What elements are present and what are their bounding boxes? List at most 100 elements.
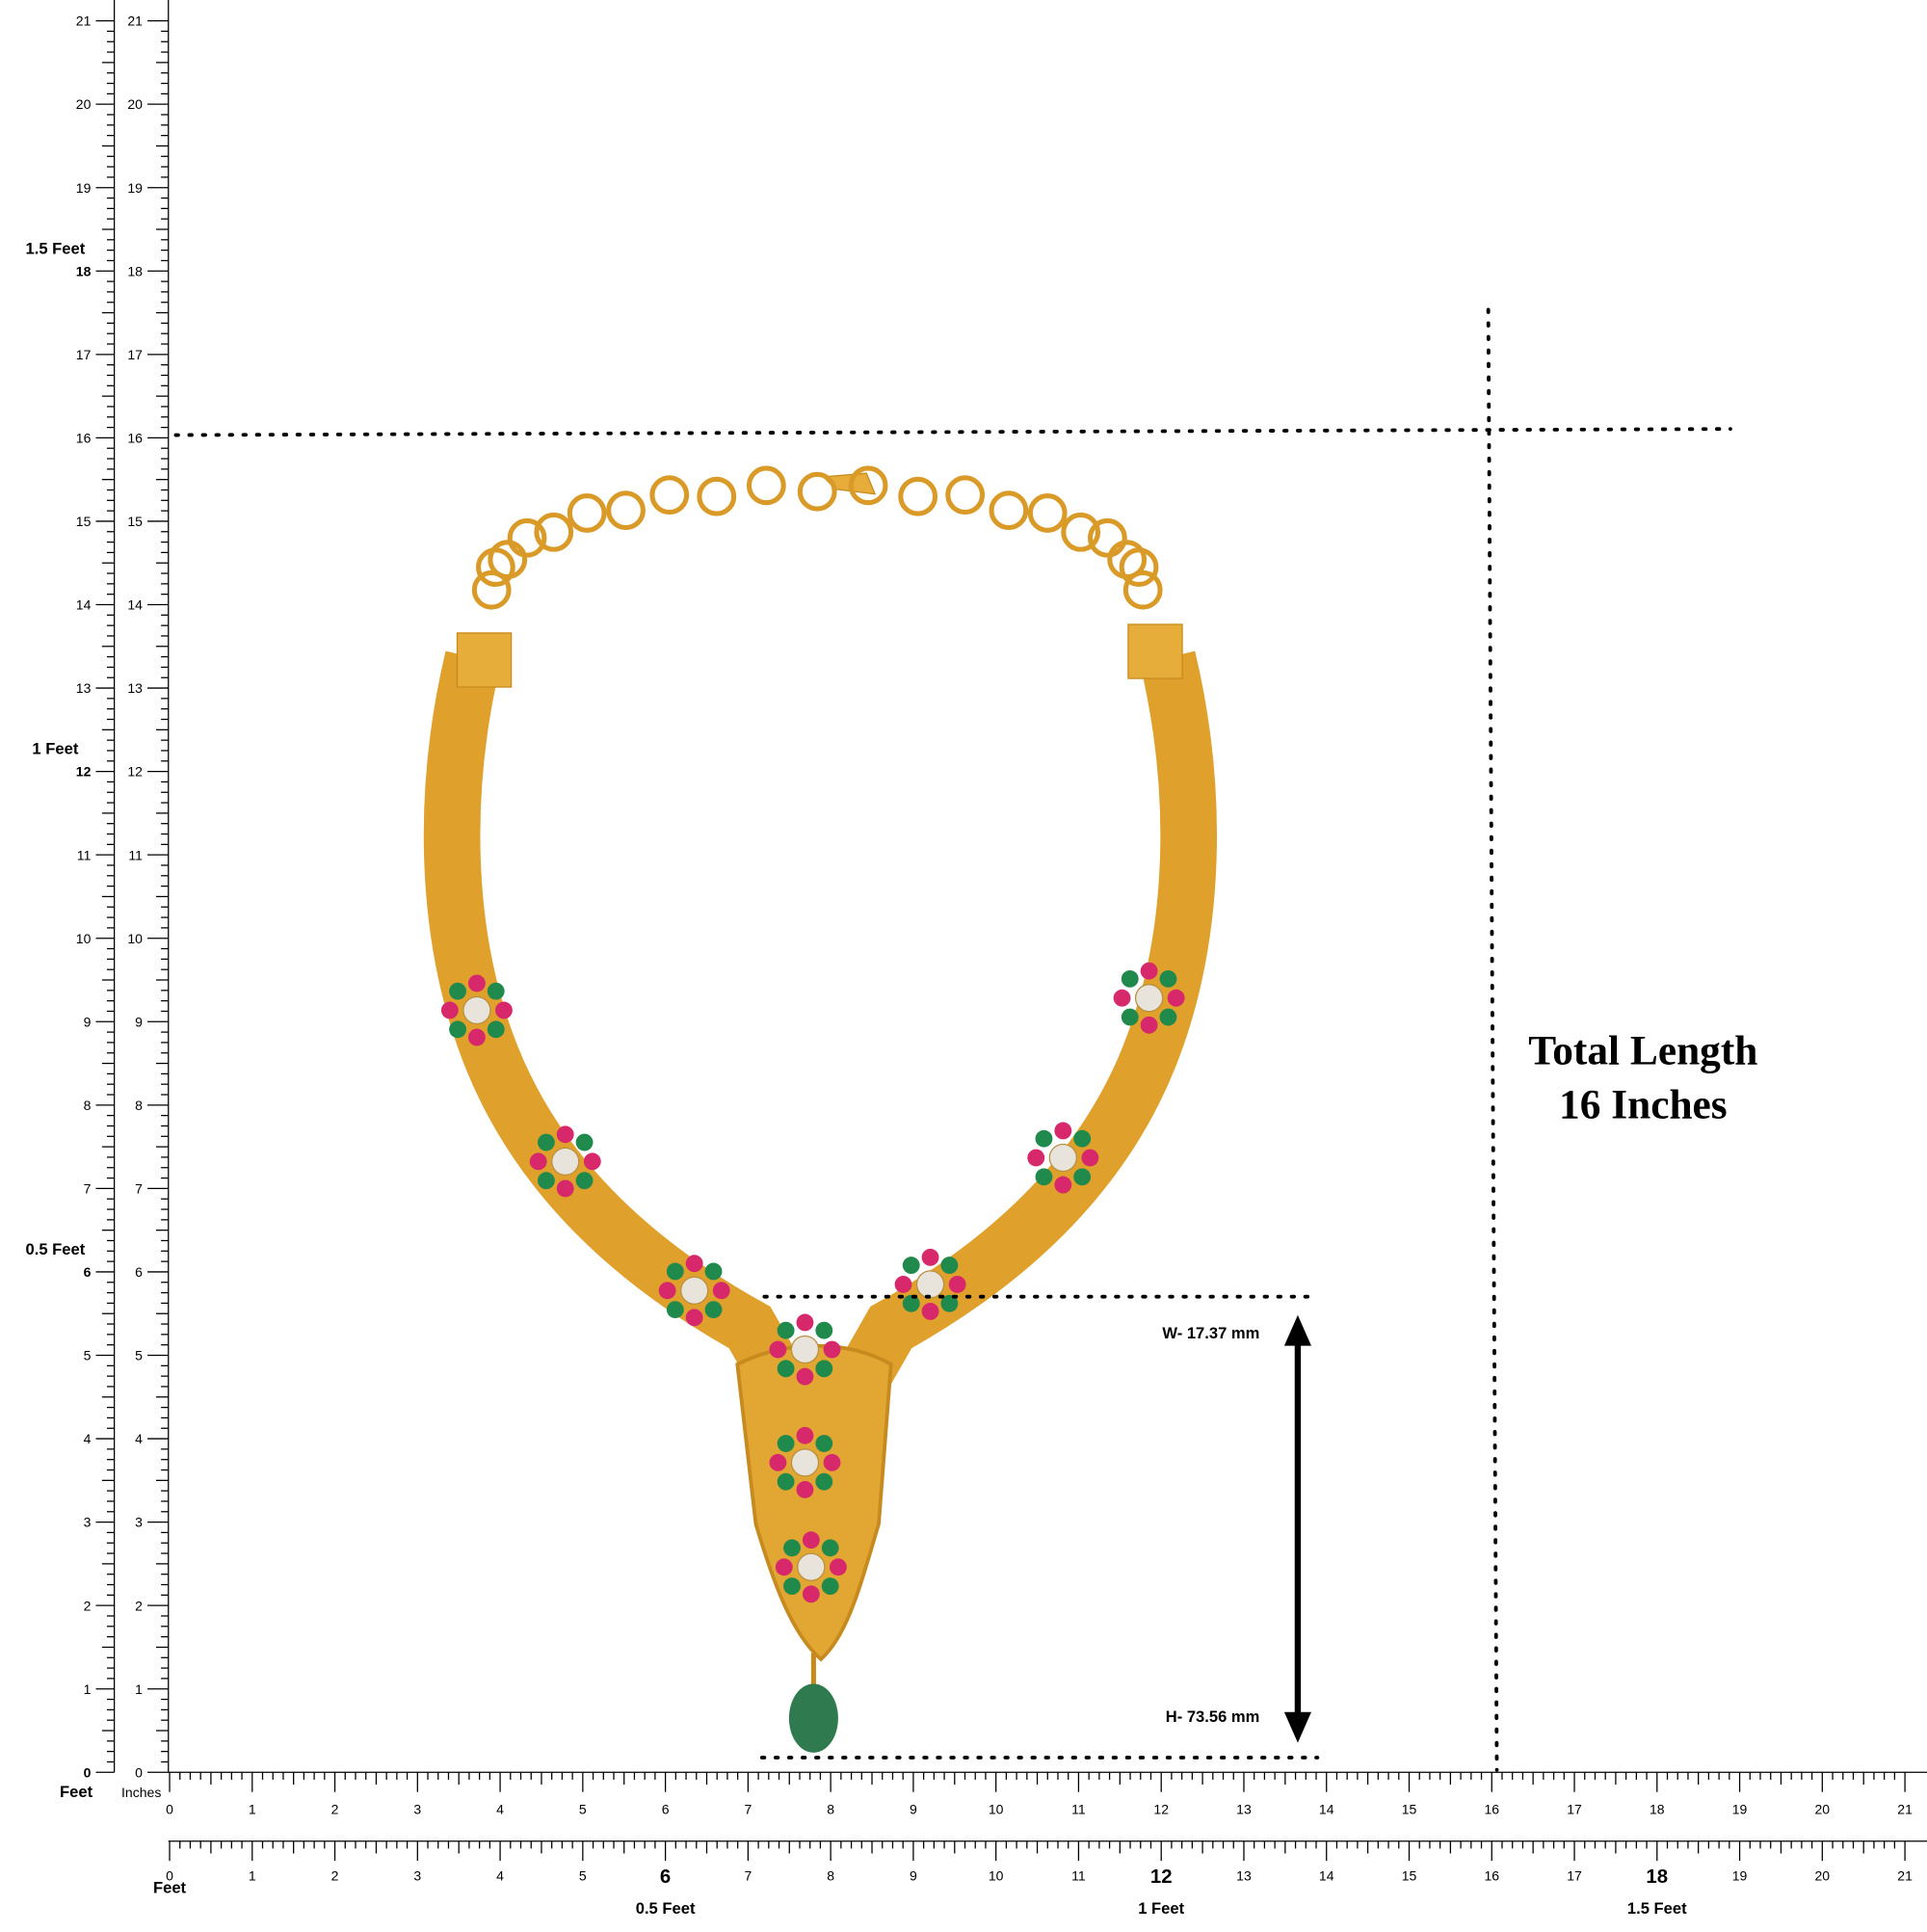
gem (777, 1435, 795, 1452)
width-label: W- 17.37 mm (1162, 1324, 1259, 1342)
chain-link (488, 540, 528, 580)
tick-label: 18 (1646, 1866, 1668, 1888)
tick-label: 21 (1897, 1802, 1913, 1817)
chain-link (848, 465, 888, 506)
tick-label: 6 (662, 1802, 670, 1817)
diamond (790, 1448, 820, 1477)
tick-label: 10 (127, 931, 143, 946)
gem (1054, 1122, 1072, 1140)
tick-label: 19 (76, 180, 92, 196)
gem (712, 1282, 730, 1300)
gem (823, 1453, 841, 1471)
tick-label: 1 (249, 1802, 256, 1817)
chain-link (945, 475, 986, 516)
unit-label: Feet (60, 1783, 93, 1801)
gem (940, 1257, 959, 1274)
tick-label: 7 (135, 1180, 143, 1196)
tick-label: 11 (1071, 1868, 1086, 1884)
gem (777, 1360, 795, 1378)
gem (796, 1313, 814, 1332)
total-length: Total Length (1528, 1028, 1757, 1074)
gem (449, 1020, 466, 1039)
gem (777, 1472, 795, 1491)
dotted-guide (173, 427, 1732, 437)
tick-label: 10 (989, 1802, 1004, 1817)
diamond (915, 1270, 945, 1299)
tick-label: 15 (1402, 1802, 1417, 1817)
diamond (679, 1276, 709, 1305)
gem (1054, 1176, 1072, 1194)
diamond (462, 995, 491, 1025)
tick-label: 5 (579, 1802, 587, 1817)
tick-label: 20 (76, 96, 92, 112)
tick-label: 17 (1567, 1868, 1582, 1884)
gem (575, 1133, 594, 1151)
total-length: 16 Inches (1559, 1082, 1728, 1128)
gem (1121, 969, 1139, 988)
emerald-drop (788, 1683, 838, 1753)
gem (783, 1539, 801, 1557)
gem (777, 1321, 795, 1339)
tick-label: 4 (135, 1431, 143, 1446)
tick-label: 8 (827, 1868, 834, 1884)
tick-label: 11 (1071, 1802, 1086, 1817)
tick-label: 16 (76, 430, 92, 445)
tick-label: 20 (127, 96, 143, 112)
feet-label: 1.5 Feet (1627, 1899, 1687, 1918)
tick-label: 3 (413, 1868, 421, 1884)
tick-label: 16 (127, 430, 143, 445)
tick-label: 1 (249, 1868, 256, 1884)
tick-label: 8 (827, 1802, 834, 1817)
gem (902, 1294, 920, 1312)
gem (495, 1001, 513, 1019)
tick-label: 10 (989, 1868, 1004, 1884)
feet-label: 0.5 Feet (26, 1240, 86, 1258)
tick-label: 13 (1236, 1802, 1252, 1817)
tick-label: 17 (127, 347, 143, 362)
gem (440, 1001, 459, 1019)
chain-link (1119, 547, 1159, 588)
tick-label: 21 (76, 13, 92, 29)
tick-label: 0 (84, 1764, 92, 1780)
gem (467, 1028, 486, 1046)
chain-link (1087, 517, 1127, 558)
gem (783, 1577, 801, 1596)
chain-link (797, 471, 837, 512)
unit-label: Inches (121, 1785, 161, 1800)
gem (1140, 962, 1158, 980)
gem (769, 1453, 787, 1471)
tick-label: 11 (77, 847, 92, 862)
tick-label: 1 (84, 1681, 92, 1697)
tick-label: 7 (744, 1868, 752, 1884)
tick-label: 7 (84, 1180, 92, 1196)
gem (704, 1301, 723, 1319)
tick-label: 13 (127, 680, 143, 696)
gem (1140, 1016, 1158, 1034)
gem (796, 1367, 814, 1386)
feet-label: 1 Feet (1138, 1899, 1184, 1918)
diamond (790, 1335, 820, 1364)
tick-label: 12 (127, 764, 143, 780)
tick-label: 1 (135, 1681, 143, 1697)
tick-label: 17 (1567, 1802, 1582, 1817)
gem (821, 1539, 839, 1557)
tick-label: 12 (76, 764, 92, 780)
gem (1073, 1168, 1092, 1186)
rulers: Feet Inches Feet 00001111222233334444555… (26, 0, 1927, 1918)
gem (467, 974, 486, 992)
gem (940, 1294, 959, 1312)
chain-link (746, 465, 786, 506)
gem (1159, 969, 1177, 988)
tick-label: 15 (76, 514, 92, 529)
gem (583, 1152, 601, 1171)
feet-label: 1.5 Feet (26, 239, 86, 257)
gem (487, 1020, 505, 1039)
tick-label: 2 (331, 1868, 339, 1884)
tick-label: 18 (76, 263, 92, 278)
gem (821, 1577, 839, 1596)
gem (1113, 989, 1131, 1007)
dotted-guide (1486, 307, 1499, 1772)
gem (902, 1257, 920, 1274)
tick-label: 20 (1815, 1868, 1831, 1884)
